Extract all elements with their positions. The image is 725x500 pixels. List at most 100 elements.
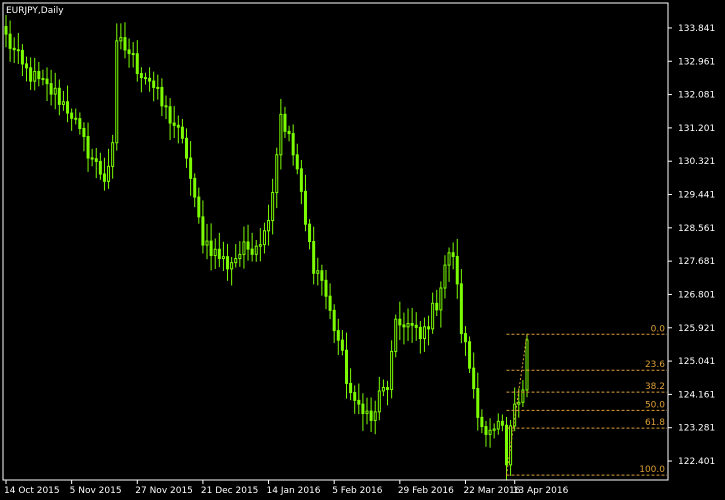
candle [180,119,184,144]
candle [258,228,262,262]
candle [279,98,283,170]
candle [238,241,242,267]
candle [402,312,406,345]
candle [98,152,102,180]
candle [213,238,217,269]
x-tick-label: 13 Apr 2016 [513,486,569,496]
x-tick-label: 14 Oct 2015 [4,486,60,496]
candle [418,321,422,354]
y-tick-label: 128.561 [678,224,715,234]
candle [463,326,467,356]
fib-level-label: 23.6 [645,360,665,370]
candle [148,67,152,92]
candle [164,95,168,120]
candle [287,125,291,142]
candle [414,312,418,341]
candle [242,226,246,269]
candle [189,141,193,196]
candle [386,380,390,406]
candle [16,32,20,64]
candle [267,204,271,246]
candle [221,241,225,272]
candle [451,242,455,270]
candle [25,56,29,82]
candle [455,238,459,299]
candle [320,264,324,296]
candle [488,418,492,448]
y-tick-label: 124.161 [678,390,715,400]
fib-level-label: 50.0 [645,400,665,410]
candle [275,147,279,209]
candle [4,15,8,48]
y-tick-label: 130.321 [678,157,715,167]
y-tick-label: 123.281 [678,424,715,434]
x-tick-label: 14 Jan 2016 [267,486,321,496]
candle [12,37,16,63]
candle [377,376,381,421]
candle [459,269,463,344]
candle [78,112,82,135]
candle [94,147,98,179]
candle [107,148,111,189]
candle [193,173,197,208]
candle [480,409,484,434]
candle [271,178,275,235]
candle [230,256,234,286]
candle [185,128,189,168]
candle [74,108,78,125]
candle [82,122,86,152]
candle [361,393,365,431]
candle [209,223,213,271]
candle [492,423,496,439]
x-tick-label: 22 Mar 2016 [463,486,520,496]
candle [496,413,500,435]
candle [439,281,443,328]
candle [394,314,398,358]
candle [66,85,70,123]
candle [365,397,369,425]
candle [398,301,402,341]
candle [353,385,357,414]
candle [61,90,65,111]
x-tick-label: 5 Nov 2015 [70,486,122,496]
candle [472,352,476,399]
x-tick-label: 29 Feb 2016 [398,486,454,496]
candle [504,416,508,481]
candle [102,157,106,191]
candle [468,336,472,374]
candle [139,67,143,93]
candle [234,244,238,268]
candle [303,174,307,232]
candle [422,317,426,352]
fibonacci-retracement: 0.0 23.6 38.2 50.0 61.8 100.0 [505,324,667,476]
candle [427,315,431,346]
y-tick-label: 131.201 [678,124,715,134]
candle [131,42,135,68]
y-tick-label: 127.681 [678,257,715,267]
time-axis: 14 Oct 2015 5 Nov 2015 27 Nov 2015 21 Dec 2… [4,480,569,496]
candle [172,106,176,139]
candle [332,304,336,343]
candle [115,23,119,151]
fib-level-label: 100.0 [639,465,665,475]
candle [45,67,49,102]
y-tick-label: 126.801 [678,290,715,300]
candle [443,255,447,299]
candle [340,330,344,356]
candle [349,368,353,401]
candle [295,143,299,175]
candle [127,38,131,68]
candle [41,69,45,86]
candle [20,44,24,77]
y-tick-label: 122.401 [678,457,715,467]
candle [324,269,328,310]
candle [435,289,439,317]
candle [431,292,435,334]
candle [156,74,160,100]
candle [111,134,115,179]
candle [176,115,180,144]
candle [86,122,90,172]
chart-title: EURJPY,Daily [6,6,64,16]
candle [476,372,480,431]
candle [262,222,266,254]
